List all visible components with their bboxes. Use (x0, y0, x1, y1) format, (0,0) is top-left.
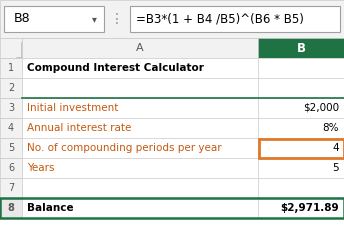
Text: 4: 4 (332, 143, 339, 153)
Text: 7: 7 (8, 183, 14, 193)
Bar (258, 158, 344, 178)
Text: $2,971.89: $2,971.89 (280, 203, 339, 213)
Text: A: A (136, 43, 144, 53)
Bar (22, 198, 258, 218)
Bar (0, 178, 22, 198)
Text: $2,000: $2,000 (303, 103, 339, 113)
Bar (130, 6, 340, 32)
Bar (22, 178, 258, 198)
Text: ▾: ▾ (92, 14, 96, 24)
Text: No. of compounding periods per year: No. of compounding periods per year (27, 143, 222, 153)
Text: Balance: Balance (27, 203, 74, 213)
Text: 8: 8 (8, 203, 14, 213)
Text: 2: 2 (8, 83, 14, 93)
Text: 8%: 8% (323, 123, 339, 133)
Text: Years: Years (27, 163, 54, 173)
Bar (22, 138, 258, 158)
Text: B8: B8 (14, 12, 31, 25)
Bar (4, 6, 104, 32)
Text: 6: 6 (8, 163, 14, 173)
Bar (258, 78, 344, 98)
Bar (22, 58, 258, 78)
Bar (22, 98, 258, 118)
Text: Compound Interest Calculator: Compound Interest Calculator (27, 63, 204, 73)
Bar (258, 118, 344, 138)
Bar (0, 98, 22, 118)
Bar (22, 118, 258, 138)
Text: 5: 5 (332, 163, 339, 173)
Bar (22, 78, 258, 98)
Text: 3: 3 (8, 103, 14, 113)
Text: 5: 5 (8, 143, 14, 153)
Bar (0, 38, 22, 58)
Bar (258, 138, 344, 158)
Text: 1: 1 (8, 63, 14, 73)
Text: 4: 4 (8, 123, 14, 133)
Bar (258, 38, 344, 58)
Bar (0, 158, 22, 178)
Bar (258, 138, 344, 158)
Text: B: B (297, 42, 305, 54)
Bar (0, 0, 344, 38)
Bar (258, 58, 344, 78)
Text: Initial investment: Initial investment (27, 103, 118, 113)
Bar (258, 178, 344, 198)
Text: =B3*(1 + B4 /B5)^(B6 * B5): =B3*(1 + B4 /B5)^(B6 * B5) (136, 12, 304, 25)
Bar (0, 198, 344, 218)
Text: Annual interest rate: Annual interest rate (27, 123, 131, 133)
Bar (22, 158, 258, 178)
Bar (0, 138, 22, 158)
Bar (0, 78, 22, 98)
Bar (22, 38, 258, 58)
Bar (258, 98, 344, 118)
Bar (0, 118, 22, 138)
Bar (0, 58, 22, 78)
Bar (0, 198, 22, 218)
Text: ⋮: ⋮ (110, 12, 124, 26)
Bar (258, 198, 344, 218)
